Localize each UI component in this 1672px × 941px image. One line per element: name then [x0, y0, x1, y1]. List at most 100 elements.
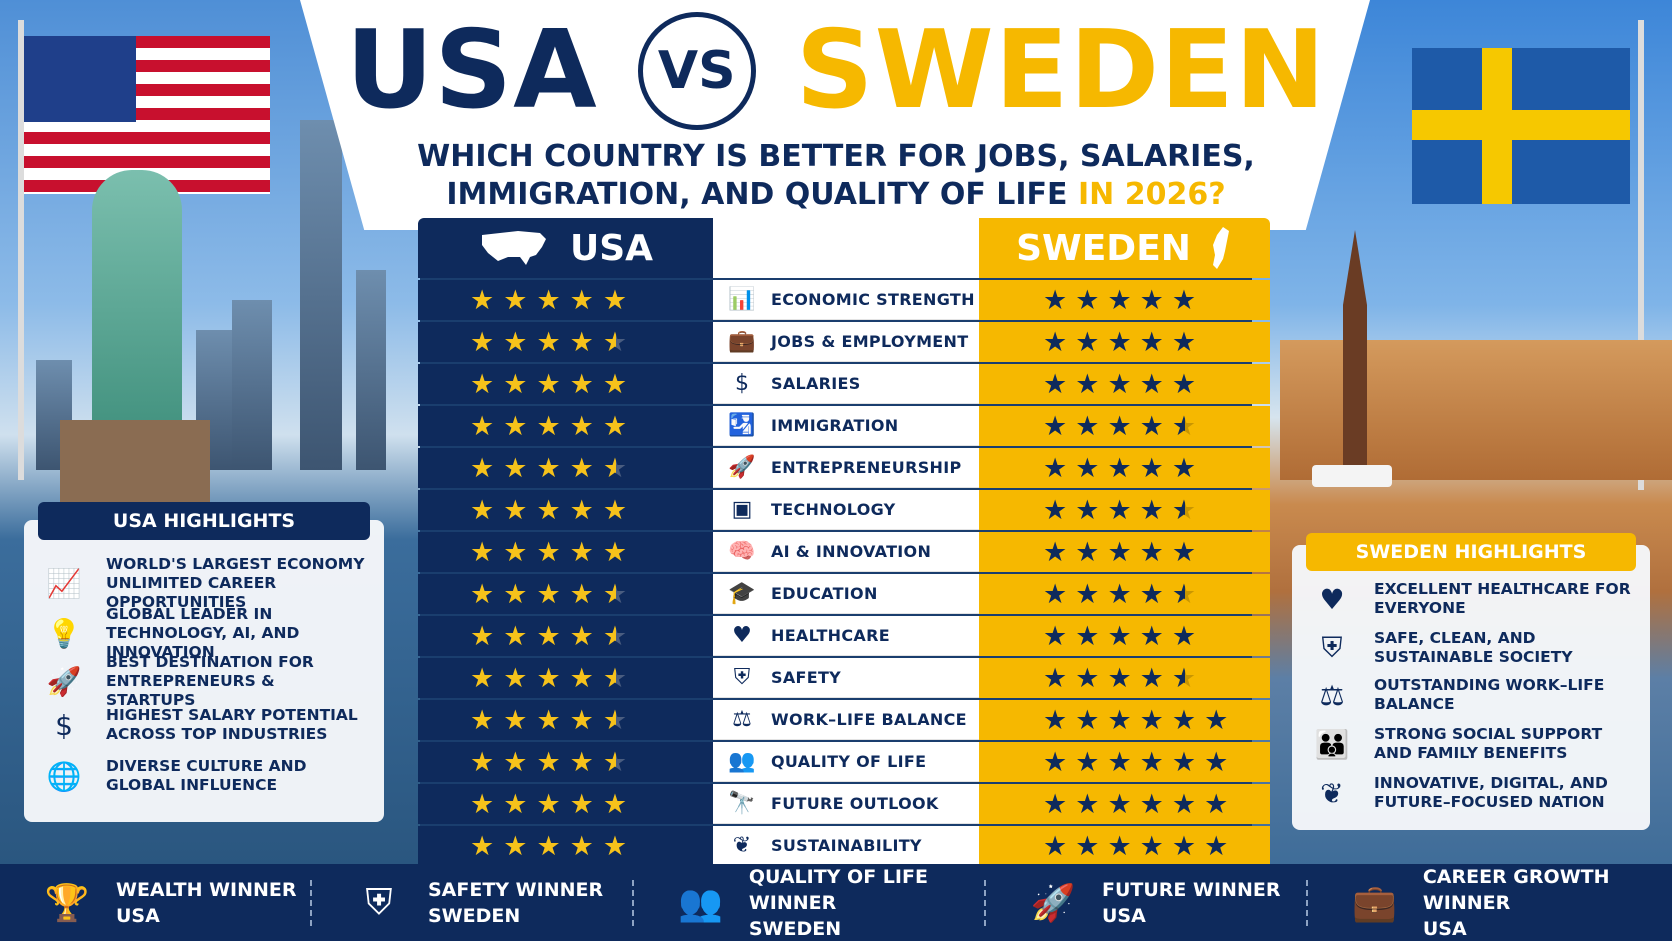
page-title: USA VS SWEDEN — [0, 8, 1672, 133]
sweden-rating-cell: ★ ★ ★ ★ ★ — [979, 574, 1270, 614]
sweden-rating-cell: ★ ★ ★ ★ ★ — [979, 658, 1270, 698]
sweden-rating-star: ★ — [1075, 662, 1100, 694]
usa-rating-half-star: ★ — [602, 746, 628, 778]
usa-rating-star: ★ — [503, 578, 528, 610]
chip-icon: ▣ — [731, 497, 753, 522]
table-row: ★ ★ ★ ★ ★ ▣ TECHNOLOGY ★ ★ ★ ★ ★ — [418, 490, 1270, 530]
category-label: IMMIGRATION — [771, 416, 899, 435]
sweden-rating-star: ★ — [1043, 704, 1068, 736]
sweden-map-icon — [1212, 227, 1229, 269]
heart-pulse-icon: ♥ — [732, 623, 752, 648]
sweden-rating-star: ★ — [1204, 704, 1229, 736]
sweden-highlights-title: SWEDEN HIGHLIGHTS — [1306, 533, 1636, 571]
sweden-rating-star: ★ — [1043, 746, 1068, 778]
usa-rating-half-star: ★ — [602, 704, 628, 736]
sweden-rating-star: ★ — [1075, 284, 1100, 316]
sweden-rating-cell: ★ ★ ★ ★ ★ ★ — [979, 784, 1270, 824]
people-icon: 👥 — [678, 882, 723, 924]
sweden-rating-star: ★ — [1043, 788, 1068, 820]
sweden-rating-star: ★ — [1107, 452, 1132, 484]
usa-rating-star: ★ — [602, 494, 628, 526]
sweden-rating-star: ★ — [1075, 326, 1100, 358]
highlight-text: OUTSTANDING WORK–LIFE BALANCE — [1374, 676, 1605, 713]
winner-text: SAFETY WINNER SWEDEN — [428, 877, 603, 929]
winner-label: CAREER GROWTH WINNER — [1422, 865, 1610, 914]
lightbulb-icon: 💡 — [46, 617, 82, 650]
leaf-icon: ❦ — [732, 833, 752, 858]
sweden-rating-star: ★ — [1139, 662, 1164, 694]
usa-column-header: USA — [418, 218, 713, 278]
subtitle-year: IN 2026? — [1078, 177, 1226, 212]
usa-rating-star: ★ — [602, 368, 628, 400]
highlight-text: GLOBAL LEADER IN TECHNOLOGY, AI, AND INN… — [106, 605, 300, 661]
sweden-rating-star: ★ — [1107, 746, 1132, 778]
usa-rating-star: ★ — [470, 368, 495, 400]
sweden-rating-half-star: ★ — [1171, 578, 1197, 610]
category-cell: 💼 JOBS & EMPLOYMENT — [713, 322, 979, 362]
sweden-rating-star: ★ — [1139, 830, 1164, 862]
usa-rating-star: ★ — [602, 788, 628, 820]
usa-rating-star: ★ — [470, 452, 495, 484]
category-cell: $ SALARIES — [713, 364, 979, 404]
table-row: ★ ★ ★ ★ ★ 📊 ECONOMIC STRENGTH ★ ★ ★ ★ ★ — [418, 280, 1270, 320]
highlight-text: DIVERSE CULTURE AND GLOBAL INFLUENCE — [106, 757, 307, 794]
subtitle: WHICH COUNTRY IS BETTER FOR JOBS, SALARI… — [0, 138, 1672, 214]
usa-rating-star: ★ — [569, 788, 594, 820]
sweden-rating-star: ★ — [1043, 536, 1068, 568]
sweden-rating-star: ★ — [1139, 452, 1164, 484]
usa-rating-star: ★ — [503, 494, 528, 526]
category-cell: ⛨ SAFETY — [713, 658, 979, 698]
usa-rating-star: ★ — [503, 536, 528, 568]
usa-rating-star: ★ — [569, 620, 594, 652]
usa-rating-star: ★ — [569, 578, 594, 610]
highlight-text: SAFE, CLEAN, AND SUSTAINABLE SOCIETY — [1374, 629, 1573, 666]
usa-rating-star: ★ — [569, 494, 594, 526]
category-label: SUSTAINABILITY — [771, 836, 922, 855]
highlight-text: BEST DESTINATION FOR ENTREPRENEURS & STA… — [106, 653, 314, 709]
sweden-rating-star: ★ — [1075, 704, 1100, 736]
highlight-item: 🚀 BEST DESTINATION FOR ENTREPRENEURS & ST… — [44, 653, 366, 710]
table-row: ★ ★ ★ ★ ★ ⚖ WORK–LIFE BALANCE ★ ★ ★ ★ ★ ★ — [418, 700, 1270, 740]
category-cell: ♥ HEALTHCARE — [713, 616, 979, 656]
usa-rating-half-star: ★ — [602, 326, 628, 358]
usa-flagpole — [18, 20, 24, 480]
sweden-rating-star: ★ — [1075, 788, 1100, 820]
rocket-icon: 🚀 — [1030, 882, 1076, 924]
sweden-rating-star: ★ — [1075, 494, 1100, 526]
table-row: ★ ★ ★ ★ ★ 🔭 FUTURE OUTLOOK ★ ★ ★ ★ ★ ★ — [418, 784, 1270, 824]
usa-rating-star: ★ — [536, 704, 561, 736]
category-label: SALARIES — [771, 374, 861, 393]
highlight-item: 📈 WORLD'S LARGEST ECONOMY UNLIMITED CAREE… — [44, 555, 366, 612]
category-cell: 👥 QUALITY OF LIFE — [713, 742, 979, 782]
table-body: ★ ★ ★ ★ ★ 📊 ECONOMIC STRENGTH ★ ★ ★ ★ ★ ★ ★ ★ ★ ★ 💼 JOBS &… — [418, 280, 1270, 866]
category-label: WORK–LIFE BALANCE — [771, 710, 967, 729]
usa-rating-star: ★ — [569, 410, 594, 442]
usa-rating-cell: ★ ★ ★ ★ ★ — [418, 616, 713, 656]
sweden-rating-star: ★ — [1107, 704, 1132, 736]
shield-icon: ⛨ — [1321, 631, 1343, 664]
usa-rating-star: ★ — [470, 494, 495, 526]
sweden-flag — [1412, 48, 1630, 204]
winner-country: USA — [1102, 904, 1146, 927]
table-row: ★ ★ ★ ★ ★ 💼 JOBS & EMPLOYMENT ★ ★ ★ ★ ★ — [418, 322, 1270, 362]
category-cell: 🛂 IMMIGRATION — [713, 406, 979, 446]
sweden-rating-star: ★ — [1107, 410, 1132, 442]
rocket-icon: 🚀 — [728, 455, 756, 480]
usa-rating-star: ★ — [536, 662, 561, 694]
sweden-rating-half-star: ★ — [1171, 662, 1197, 694]
usa-rating-star: ★ — [503, 368, 528, 400]
winner-divider — [310, 879, 312, 926]
usa-rating-star: ★ — [470, 746, 495, 778]
heart-pulse-icon: ♥ — [1319, 582, 1345, 616]
usa-rating-star: ★ — [536, 830, 561, 862]
sweden-rating-star: ★ — [1043, 410, 1068, 442]
table-header: USA SWEDEN — [418, 218, 1270, 278]
sweden-flagpole — [1638, 20, 1644, 490]
skyline-building — [356, 270, 386, 470]
usa-rating-star: ★ — [569, 704, 594, 736]
sweden-rating-star: ★ — [1107, 662, 1132, 694]
usa-rating-star: ★ — [503, 746, 528, 778]
sweden-rating-star: ★ — [1107, 368, 1132, 400]
usa-flag — [24, 36, 270, 194]
highlight-item: ⛨ SAFE, CLEAN, AND SUSTAINABLE SOCIETY — [1312, 628, 1634, 668]
